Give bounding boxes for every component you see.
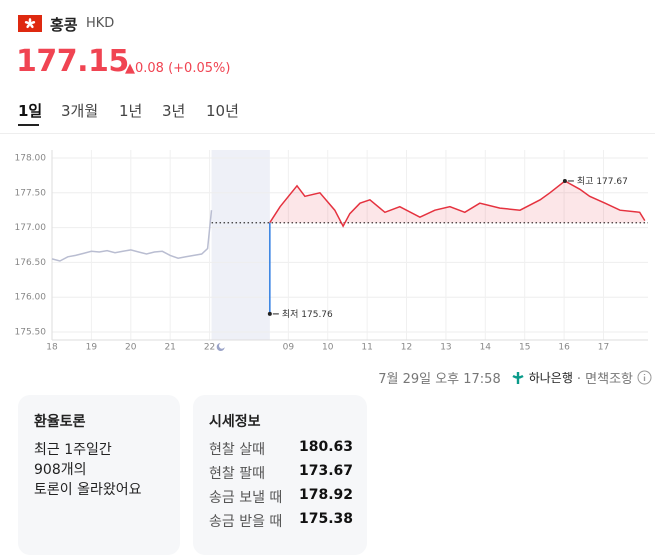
rate-label: 송금 보낼 때 <box>209 490 283 506</box>
annotation: 최저 175.76 <box>282 308 333 319</box>
timestamp: 7월 29일 오후 17:58 <box>378 372 501 387</box>
card-line: 토론이 올라왔어요 <box>34 482 142 498</box>
annotation-value: 175.76 <box>301 309 333 319</box>
tab-underline <box>18 124 39 126</box>
y-tick-label: 176.50 <box>15 258 47 268</box>
bank-logo <box>512 371 524 384</box>
x-tick-label: 22 <box>204 343 215 353</box>
x-tick-label: 20 <box>125 343 137 353</box>
y-tick-label: 177.00 <box>15 223 47 233</box>
tab[interactable]: 1일 <box>18 102 43 120</box>
rate-label: 현찰 팔때 <box>209 466 265 482</box>
footer: 7월 29일 오후 17:58 하나은행 · 면책조항 <box>378 368 652 387</box>
currency: HKD <box>86 16 115 31</box>
tab[interactable]: 3개월 <box>61 102 99 120</box>
change-value: 0.08 <box>135 61 164 76</box>
x-tick-label: 12 <box>401 343 412 353</box>
rate-label: 송금 받을 때 <box>209 514 283 530</box>
x-tick-label: 14 <box>480 343 492 353</box>
x-tick-label: 15 <box>519 343 530 353</box>
title: 홍콩 <box>50 16 78 34</box>
rate-row: 현찰 살때 180.63 <box>209 439 359 459</box>
area <box>269 181 645 227</box>
disclaimer[interactable]: · 면책조항 <box>576 372 633 387</box>
line <box>269 180 646 228</box>
rate-row: 송금 받을 때 175.38 <box>209 511 359 531</box>
tab[interactable]: 3년 <box>162 102 186 120</box>
bank: 하나은행 <box>528 371 573 385</box>
y-tick-label: 177.50 <box>15 188 47 198</box>
rates-card: 시세정보 현찰 살때 180.63 현찰 팔때 173.67 송금 보낼 때 178.92… <box>193 395 367 555</box>
page: 홍콩 HKD 177.15 ▲0.08 (+0.05%) 1일 3개월 1년 3년 10… <box>0 15 655 530</box>
price: 177.15 <box>16 44 129 79</box>
y-tick-label: 176.00 <box>15 293 47 303</box>
tab[interactable]: 1년 <box>119 102 143 120</box>
rate-value: 175.38 <box>299 511 354 527</box>
night-shade <box>211 150 270 340</box>
night-icon <box>216 343 225 351</box>
point <box>267 311 272 316</box>
point <box>562 178 567 183</box>
rate-row: 송금 보낼 때 178.92 <box>209 487 359 507</box>
y-tick-label: 178.00 <box>15 154 47 164</box>
annotation-label: 최고 <box>577 175 594 186</box>
chart: 175.50 176.00 176.50 177.00 177.50 178.00 18 19… <box>15 150 648 353</box>
annotation-value: 177.67 <box>596 176 628 186</box>
change: ▲0.08 (+0.05%) <box>125 61 231 76</box>
tab[interactable]: 10년 <box>206 102 239 120</box>
x-tick-label: 13 <box>440 343 451 353</box>
rate-value: 178.92 <box>299 487 354 503</box>
x-tick-label: 10 <box>322 343 334 353</box>
flag <box>18 15 42 32</box>
x-tick-label: 16 <box>558 343 570 353</box>
x-tick-label: 18 <box>46 343 58 353</box>
x-tick-label: 21 <box>164 343 175 353</box>
card-line: 최근 1주일간 <box>34 442 112 458</box>
info-icon[interactable] <box>637 370 652 385</box>
line <box>51 210 213 262</box>
x-tick-label: 17 <box>598 343 609 353</box>
annotation: 최고 177.67 <box>577 175 628 186</box>
divider <box>0 133 655 134</box>
x-tick-label: 11 <box>361 343 372 353</box>
card-title: 환율토론 <box>34 414 86 430</box>
rate-value: 173.67 <box>299 463 354 479</box>
x-tick-label: 09 <box>283 343 295 353</box>
card-line: 908개의 <box>34 462 87 478</box>
rate-row: 현찰 팔때 173.67 <box>209 463 359 483</box>
card-title: 시세정보 <box>209 414 261 430</box>
x-tick-label: 19 <box>86 343 98 353</box>
y-tick-label: 175.50 <box>15 328 47 338</box>
change-pct: (+0.05%) <box>168 61 231 76</box>
rate-value: 180.63 <box>299 439 354 455</box>
rate-label: 현찰 살때 <box>209 442 265 458</box>
annotation-label: 최저 <box>282 308 299 319</box>
